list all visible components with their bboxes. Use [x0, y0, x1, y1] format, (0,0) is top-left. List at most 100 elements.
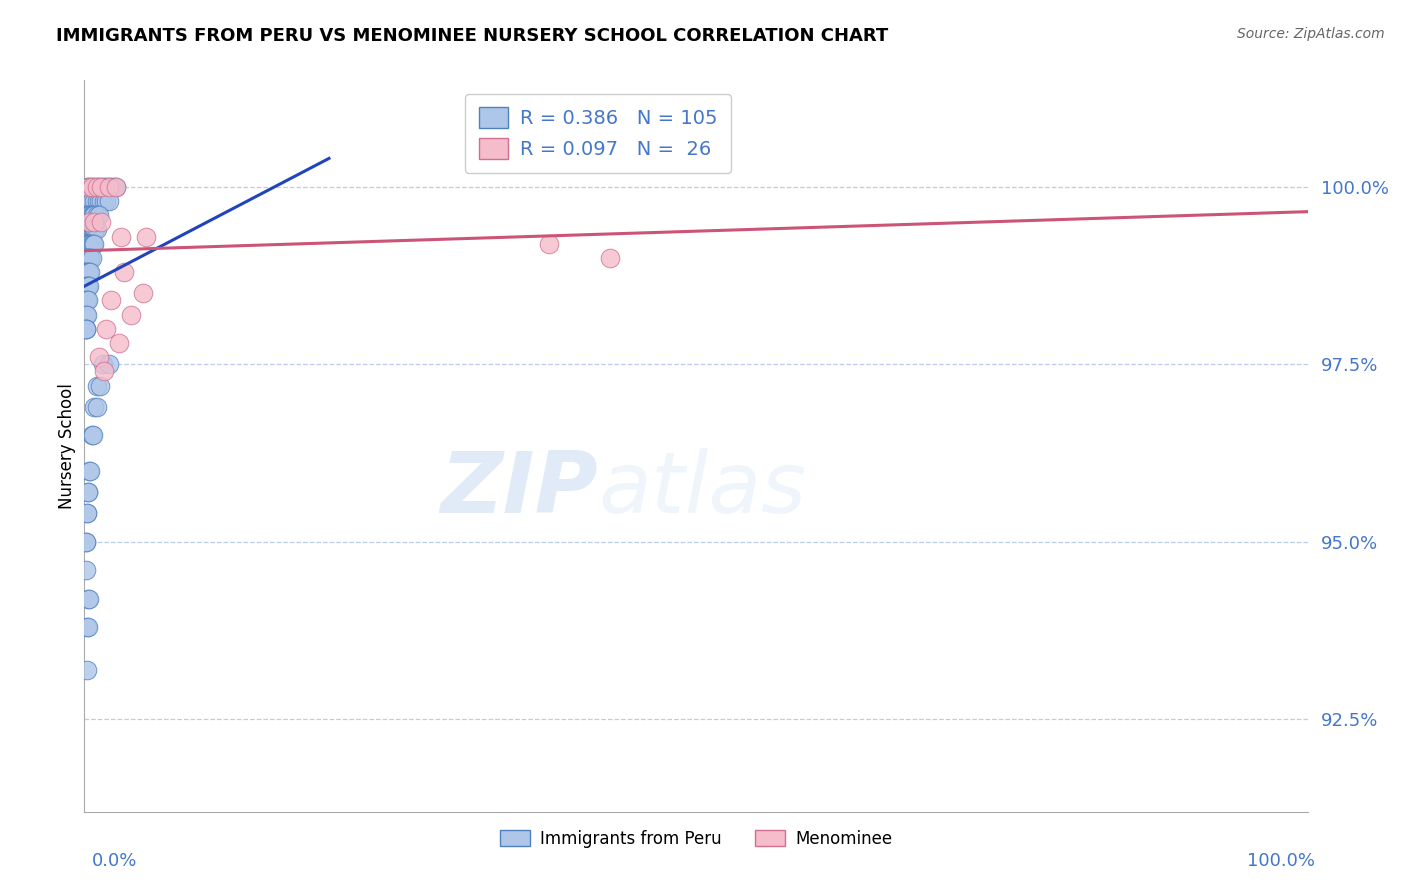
Point [75, 322, 97, 336]
Point [96, 179, 118, 194]
Point [87, 208, 110, 222]
Text: 0.0%: 0.0% [91, 852, 136, 870]
Point [132, 286, 155, 301]
Point [79, 464, 101, 478]
Point [100, 179, 122, 194]
Point [77, 208, 100, 222]
Point [77, 215, 100, 229]
Point [80, 222, 103, 236]
Point [75, 534, 97, 549]
Point [75, 251, 97, 265]
Point [76, 293, 98, 308]
Point [105, 179, 128, 194]
Point [86, 179, 108, 194]
Point [75, 322, 97, 336]
Point [77, 279, 100, 293]
Point [83, 179, 105, 194]
Point [79, 251, 101, 265]
Point [97, 179, 120, 194]
Y-axis label: Nursery School: Nursery School [58, 383, 76, 509]
Point [76, 663, 98, 677]
Text: IMMIGRANTS FROM PERU VS MENOMINEE NURSERY SCHOOL CORRELATION CHART: IMMIGRANTS FROM PERU VS MENOMINEE NURSER… [56, 27, 889, 45]
Point [86, 194, 108, 208]
Point [103, 179, 125, 194]
Point [87, 194, 110, 208]
Point [76, 620, 98, 634]
Point [90, 215, 112, 229]
Point [80, 251, 103, 265]
Point [86, 400, 108, 414]
Point [80, 208, 103, 222]
Point [82, 222, 104, 236]
Point [77, 236, 100, 251]
Point [76, 194, 98, 208]
Point [90, 194, 112, 208]
Point [83, 208, 105, 222]
Point [107, 336, 129, 351]
Point [76, 208, 98, 222]
Point [75, 236, 97, 251]
Point [105, 179, 128, 194]
Point [83, 222, 105, 236]
Point [80, 179, 103, 194]
Point [77, 236, 100, 251]
Text: 100.0%: 100.0% [1247, 852, 1315, 870]
Point [86, 378, 108, 392]
Point [97, 357, 120, 371]
Point [79, 208, 101, 222]
Point [77, 179, 100, 194]
Point [75, 322, 97, 336]
Point [76, 222, 98, 236]
Point [77, 265, 100, 279]
Point [90, 179, 112, 194]
Point [82, 428, 104, 442]
Point [76, 279, 98, 293]
Point [79, 236, 101, 251]
Point [82, 236, 104, 251]
Point [77, 485, 100, 500]
Point [77, 279, 100, 293]
Point [599, 251, 621, 265]
Point [83, 236, 105, 251]
Point [75, 265, 97, 279]
Point [80, 194, 103, 208]
Point [76, 308, 98, 322]
Point [76, 507, 98, 521]
Point [84, 222, 107, 236]
Point [100, 293, 122, 308]
Point [87, 350, 110, 364]
Point [75, 222, 97, 236]
Point [75, 208, 97, 222]
Point [538, 236, 561, 251]
Point [91, 357, 114, 371]
Point [76, 236, 98, 251]
Point [77, 194, 100, 208]
Point [93, 194, 115, 208]
Point [97, 179, 120, 194]
Point [83, 215, 105, 229]
Point [79, 222, 101, 236]
Text: Source: ZipAtlas.com: Source: ZipAtlas.com [1237, 27, 1385, 41]
Point [80, 236, 103, 251]
Point [120, 308, 142, 322]
Point [77, 265, 100, 279]
Point [75, 293, 97, 308]
Point [75, 563, 97, 577]
Point [87, 179, 110, 194]
Text: atlas: atlas [598, 449, 806, 532]
Point [97, 194, 120, 208]
Point [93, 179, 115, 194]
Point [90, 179, 112, 194]
Point [76, 507, 98, 521]
Point [76, 265, 98, 279]
Point [77, 222, 100, 236]
Point [77, 293, 100, 308]
Point [80, 428, 103, 442]
Point [77, 179, 100, 194]
Point [110, 229, 132, 244]
Point [77, 591, 100, 606]
Point [77, 208, 100, 222]
Point [80, 179, 103, 194]
Point [77, 222, 100, 236]
Point [79, 265, 101, 279]
